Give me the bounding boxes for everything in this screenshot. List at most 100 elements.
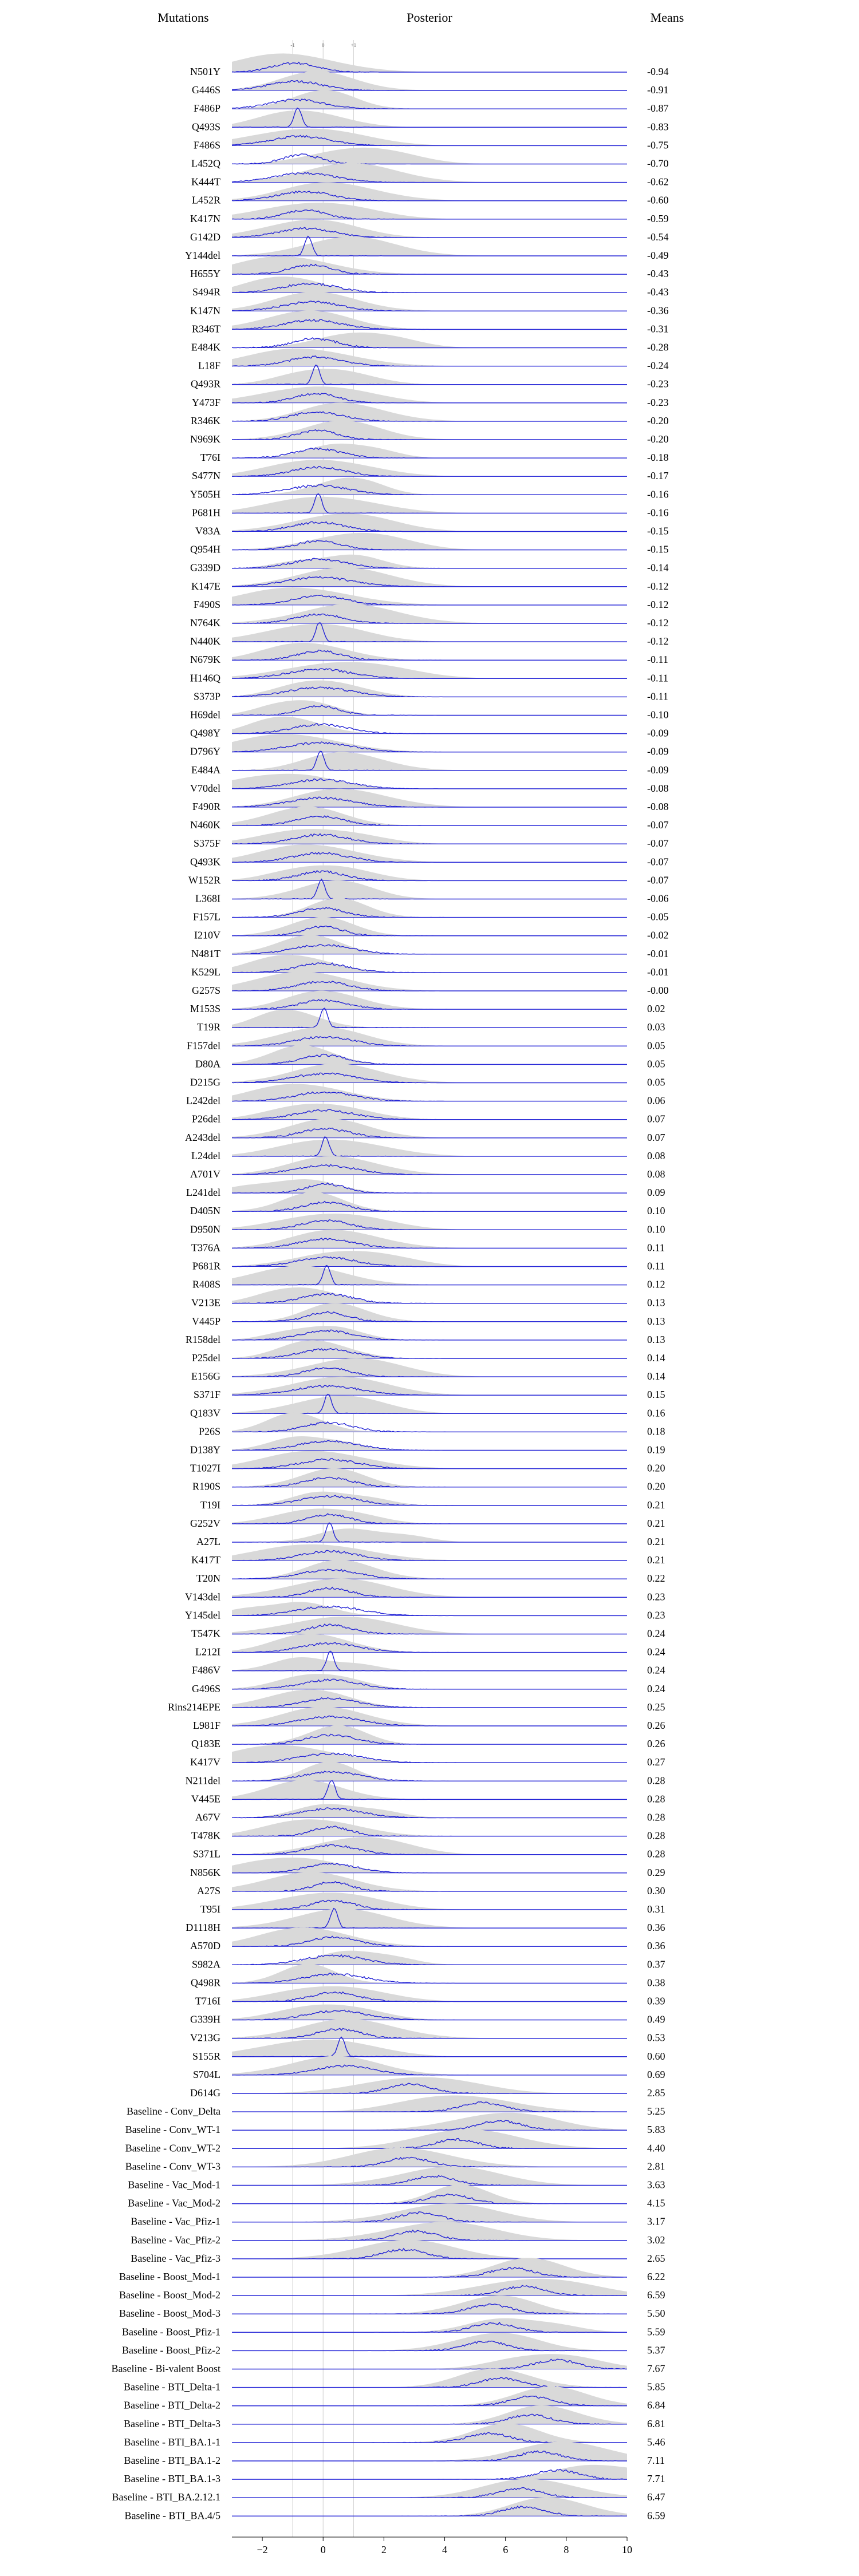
row-label: Rins214EPE — [168, 1701, 220, 1713]
row-label: V83A — [195, 526, 220, 537]
row-label: Baseline - BTI_BA.2.12.1 — [112, 2491, 220, 2503]
prior-density — [232, 1725, 627, 1745]
ridge-row: T19I 0.21 — [200, 1491, 665, 1511]
prior-density — [232, 1326, 627, 1340]
prior-density — [232, 2441, 627, 2461]
ridge-row: Q183V 0.16 — [190, 1393, 665, 1419]
row-label: F490S — [194, 599, 220, 610]
row-label: V445P — [192, 1315, 220, 1327]
prior-density — [232, 496, 627, 513]
prior-density — [232, 2147, 627, 2167]
row-mean: 0.21 — [647, 1499, 665, 1511]
row-label: I210V — [194, 930, 220, 941]
row-mean: -0.01 — [647, 948, 669, 959]
row-label: K417T — [191, 1554, 220, 1566]
prior-density — [232, 844, 627, 863]
row-label: G339H — [190, 2014, 220, 2025]
ridge-row: W152R -0.07 — [188, 865, 669, 886]
ridge-row: V445P 0.13 — [192, 1303, 665, 1327]
row-mean: 0.08 — [647, 1150, 665, 1161]
ridge-row: V70del -0.08 — [190, 773, 669, 794]
row-label: L981F — [193, 1720, 220, 1731]
row-mean: 0.20 — [647, 1463, 665, 1474]
prior-density — [232, 1745, 627, 1763]
row-mean: 0.11 — [647, 1242, 665, 1253]
row-mean: 0.28 — [647, 1830, 665, 1842]
row-mean: 0.05 — [647, 1040, 665, 1051]
row-label: Q954H — [190, 544, 220, 555]
prior-density — [232, 1909, 627, 1929]
ridge-row: L18F -0.24 — [198, 348, 669, 372]
row-label: S982A — [192, 1958, 220, 1970]
ridge-row: Baseline - Boost_Mod-2 6.59 — [119, 2278, 665, 2301]
row-label: H146Q — [190, 672, 220, 683]
row-label: N481T — [191, 948, 220, 959]
prior-density — [232, 276, 627, 293]
row-label: V445E — [191, 1793, 220, 1804]
ridge-row: Y144del -0.49 — [185, 235, 669, 261]
row-mean: -0.09 — [647, 728, 669, 739]
ridge-row: Baseline - Boost_Pfiz-2 5.37 — [122, 2333, 665, 2356]
prior-density — [232, 53, 627, 72]
row-mean: 3.17 — [647, 2216, 665, 2227]
x-tick-label: 4 — [442, 2544, 447, 2555]
row-mean: 0.49 — [647, 2014, 665, 2025]
row-label: Q498Y — [190, 728, 220, 739]
row-mean: 0.36 — [647, 1940, 665, 1951]
row-label: V213E — [191, 1297, 220, 1309]
row-mean: 6.47 — [647, 2491, 665, 2503]
row-mean: 0.39 — [647, 1996, 665, 2007]
ridge-row: F157L -0.05 — [193, 898, 669, 923]
row-label: Q493R — [191, 378, 220, 390]
row-mean: 0.26 — [647, 1720, 665, 1731]
row-mean: -0.12 — [647, 635, 669, 647]
row-label: N856K — [190, 1867, 220, 1878]
row-label: L452R — [192, 195, 220, 206]
row-mean: -0.14 — [647, 562, 669, 574]
prior-density — [232, 829, 627, 844]
header-posterior: Posterior — [407, 10, 452, 25]
ridge-row: H146Q -0.11 — [190, 662, 668, 683]
ridge-row: N679K -0.11 — [190, 643, 668, 665]
row-label: E156G — [191, 1370, 220, 1382]
prior-density — [232, 2018, 627, 2038]
prior-density — [232, 1761, 627, 1781]
row-label: V70del — [190, 783, 220, 794]
prior-density — [232, 2318, 627, 2333]
prior-density — [232, 788, 627, 807]
ridge-row: L242del 0.06 — [186, 1084, 665, 1107]
row-mean: -0.15 — [647, 544, 669, 555]
prior-density — [232, 1251, 627, 1267]
prior-density — [232, 90, 627, 109]
ridge-row: D215G 0.05 — [190, 1063, 665, 1088]
row-mean: 0.24 — [647, 1665, 665, 1676]
row-mean: -0.08 — [647, 783, 669, 794]
ridge-row: L452Q -0.70 — [191, 147, 669, 169]
ridge-row: S477N -0.17 — [192, 460, 669, 481]
prior-density — [232, 1303, 627, 1322]
prior-density — [232, 971, 627, 991]
row-mean: -0.59 — [647, 213, 669, 224]
ridge-row: D138Y 0.19 — [190, 1436, 665, 1456]
prior-density — [232, 1819, 627, 1836]
prior-density — [232, 1084, 627, 1101]
row-mean: 0.21 — [647, 1536, 665, 1547]
row-mean: 0.30 — [647, 1885, 665, 1897]
prior-density — [232, 935, 627, 954]
row-mean: 0.07 — [647, 1132, 665, 1143]
row-mean: 5.46 — [647, 2436, 665, 2448]
row-label: D796Y — [190, 746, 220, 757]
prior-density — [232, 916, 627, 936]
row-mean: -0.12 — [647, 599, 669, 610]
prior-density — [232, 1009, 627, 1028]
row-mean: 5.83 — [647, 2124, 665, 2135]
ridge-row: K444T -0.62 — [191, 163, 669, 188]
prior-density — [232, 420, 627, 440]
row-label: T478K — [191, 1830, 220, 1842]
row-label: T76I — [200, 452, 220, 463]
row-mean: 0.14 — [647, 1370, 665, 1382]
ridge-row: T376A 0.11 — [191, 1230, 665, 1253]
prior-density — [232, 1986, 627, 2002]
row-label: Baseline - Vac_Pfiz-2 — [131, 2234, 220, 2246]
prior-density — [232, 2095, 627, 2112]
